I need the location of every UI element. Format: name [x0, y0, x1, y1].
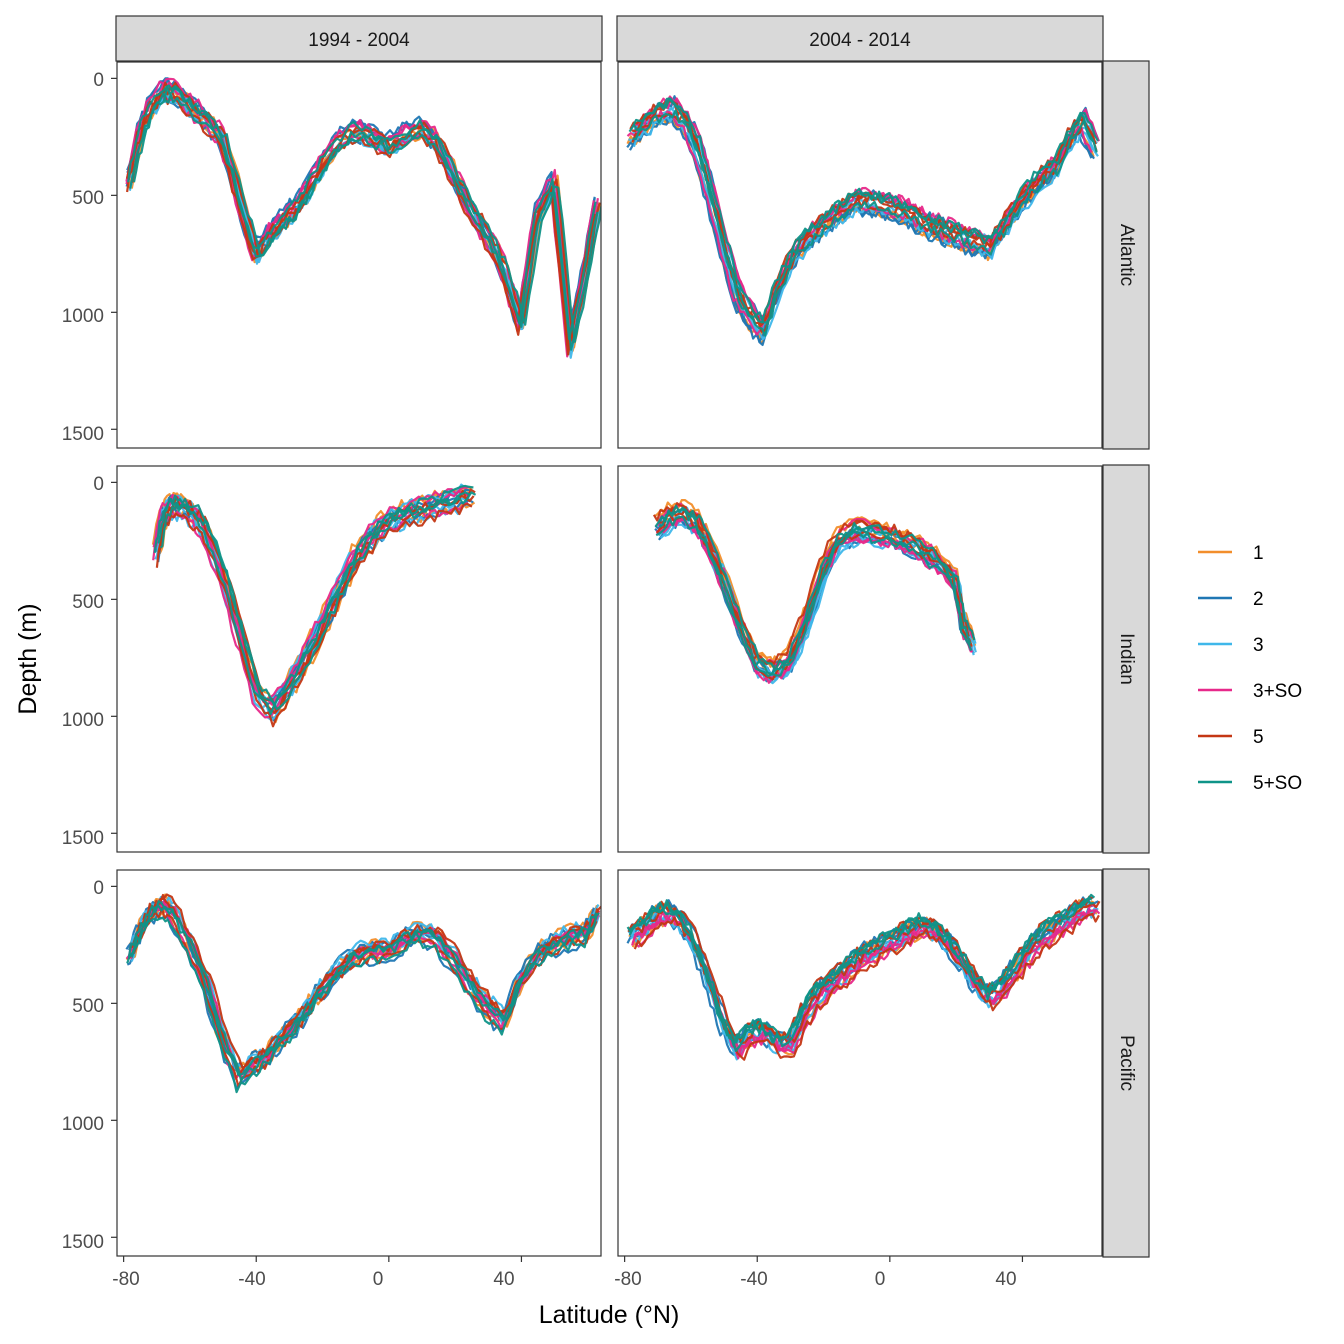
series-line-5: [155, 503, 473, 728]
legend-label-5: 5: [1253, 727, 1264, 748]
panel-indian-2004-2014-border: [617, 465, 1103, 853]
x-tick-label: -80: [112, 1269, 139, 1290]
strip-row-pacific-label: Pacific: [1116, 1035, 1137, 1091]
legend-label-3so: 3+SO: [1253, 681, 1302, 702]
y-tick-label: 1000: [62, 710, 104, 731]
panel-indian-1994-2004: [111, 465, 602, 853]
series-line-5-so: [655, 515, 973, 678]
panel-atlantic-2004-2014-border: [617, 61, 1103, 449]
panel-atlantic-1994-2004: [111, 61, 602, 449]
strip-col-2: [616, 15, 1104, 62]
panel-pacific-2004-2014-background: [618, 870, 1102, 1256]
series-line-5-so: [632, 109, 1098, 337]
x-tick-label: 40: [493, 1269, 514, 1290]
y-tick-labels-indian: 0 500 1000 1500: [62, 474, 104, 849]
column-strips: 1994 - 2004 2004 - 2014: [115, 15, 1104, 62]
x-tick-labels-col-1: -80 -40 0 40: [112, 1269, 514, 1290]
series-line-5-so: [132, 85, 601, 343]
legend-label-5so: 5+SO: [1253, 773, 1302, 794]
panel-pacific-1994-2004-series: [125, 893, 601, 1094]
series-line-5-so: [126, 916, 596, 1094]
x-tick-label: -80: [614, 1269, 641, 1290]
series-line-5: [126, 94, 596, 356]
panel-indian-1994-2004-series: [151, 483, 477, 728]
panel-atlantic-1994-2004-border: [116, 61, 602, 449]
legend: 1 2 3 3+SO 5 5+SO: [1198, 543, 1302, 794]
series-line-5-so: [654, 508, 972, 676]
strip-col-2-label: 2004 - 2014: [809, 30, 911, 51]
series-line-5-so: [127, 84, 597, 341]
strip-col-1-label: 1994 - 2004: [308, 30, 410, 51]
series-line-5-so: [127, 900, 598, 1076]
y-tick-label: 1500: [62, 424, 104, 445]
y-tick-label: 500: [72, 592, 104, 613]
series-line-5-so: [153, 491, 471, 716]
series-line-5-so: [628, 899, 1095, 1052]
panel-pacific-2004-2014-series: [626, 893, 1101, 1061]
y-tick-labels-atlantic: 0 500 1000 1500: [62, 70, 104, 445]
panel-indian-2004-2014-series: [652, 499, 977, 685]
y-tick-label: 1500: [62, 828, 104, 849]
x-tick-label: -40: [238, 1269, 265, 1290]
series-line-5-so: [632, 97, 1099, 324]
y-tick-label: 0: [93, 70, 104, 91]
strip-row-atlantic-label: Atlantic: [1116, 224, 1137, 286]
panel-atlantic-2004-2014-series: [626, 95, 1100, 346]
legend-label-2: 2: [1253, 589, 1264, 610]
legend-label-3: 3: [1253, 635, 1264, 656]
strip-col-1: [115, 15, 603, 62]
strip-row-atlantic: [1102, 60, 1150, 450]
panel-indian-1994-2004-border: [116, 465, 602, 853]
panel-pacific-1994-2004-border: [116, 869, 602, 1257]
panel-indian-2004-2014: [617, 465, 1103, 853]
x-tick-labels-col-2: -80 -40 0 40: [614, 1269, 1016, 1290]
panel-pacific-1994-2004: [111, 869, 602, 1262]
y-tick-label: 0: [93, 878, 104, 899]
x-tick-label: 40: [995, 1269, 1016, 1290]
y-tick-label: 1500: [62, 1232, 104, 1253]
y-tick-label: 0: [93, 474, 104, 495]
y-tick-label: 500: [72, 996, 104, 1017]
y-tick-label: 500: [72, 188, 104, 209]
panel-atlantic-2004-2014-background: [618, 62, 1102, 448]
strip-row-pacific: [1102, 868, 1150, 1258]
x-tick-label: -40: [740, 1269, 767, 1290]
row-strips: Atlantic Indian Pacific: [1102, 60, 1150, 1258]
y-tick-labels-pacific: 0 500 1000 1500: [62, 878, 104, 1253]
panel-atlantic-1994-2004-series: [125, 77, 601, 359]
x-tick-label: 0: [875, 1269, 886, 1290]
x-axis-title: Latitude (°N): [539, 1301, 680, 1329]
y-tick-label: 1000: [62, 1114, 104, 1135]
panel-atlantic-2004-2014: [617, 61, 1103, 449]
panel-pacific-2004-2014-border: [617, 869, 1103, 1257]
strip-row-indian: [1102, 464, 1150, 854]
panels: [111, 61, 1103, 1262]
legend-label-1: 1: [1253, 543, 1264, 564]
y-axis-title: Depth (m): [14, 603, 42, 714]
x-tick-label: 0: [373, 1269, 384, 1290]
panel-pacific-1994-2004-background: [117, 870, 601, 1256]
panel-pacific-2004-2014: [617, 869, 1103, 1262]
series-line-5-so: [630, 893, 1096, 1044]
series-line-2: [125, 895, 595, 1071]
strip-row-indian-label: Indian: [1116, 633, 1137, 685]
y-tick-label: 1000: [62, 306, 104, 327]
